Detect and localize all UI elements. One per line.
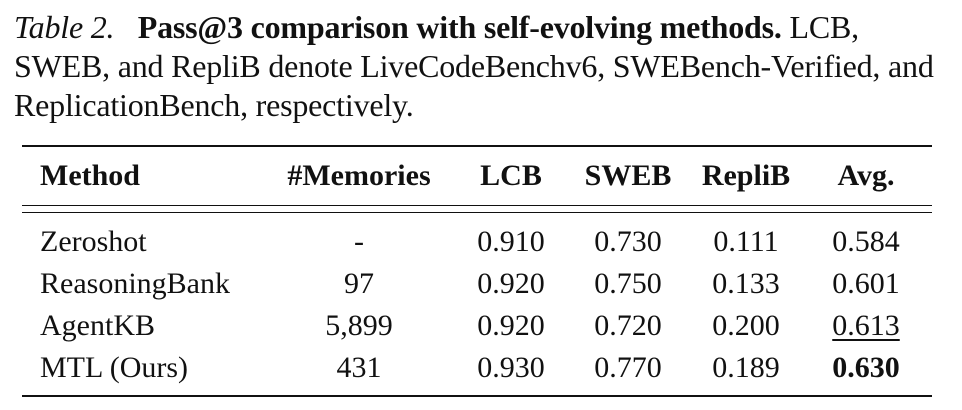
cell-replib: 0.111 — [713, 225, 779, 258]
cell-sweb: 0.730 — [594, 225, 662, 258]
cell-replib: 0.133 — [712, 267, 780, 300]
table-description: LCB, SWEB, and RepliB denote LiveCodeBen… — [14, 9, 934, 123]
results-table: Method #Memories LCB SWEB RepliB Avg. — [22, 147, 932, 205]
cell-memories: 431 — [336, 351, 382, 384]
cell-lcb: 0.920 — [477, 267, 545, 300]
cell-memories: - — [354, 225, 364, 258]
header-sweb: SWEB — [584, 159, 672, 192]
cell-memories: 5,899 — [325, 309, 393, 342]
cell-replib: 0.189 — [712, 351, 780, 384]
table-row: Zeroshot - 0.910 0.730 0.111 0.584 — [22, 213, 932, 263]
results-table-container: Method #Memories LCB SWEB RepliB Avg. — [22, 145, 932, 397]
cell-lcb: 0.930 — [477, 351, 545, 384]
cell-sweb: 0.770 — [594, 351, 662, 384]
cell-lcb: 0.920 — [477, 309, 545, 342]
results-table-body: Zeroshot - 0.910 0.730 0.111 0.584 Reaso… — [22, 213, 932, 395]
header-memories: #Memories — [287, 159, 431, 192]
cell-replib: 0.200 — [712, 309, 780, 342]
cell-avg: 0.584 — [832, 225, 900, 258]
header-replib: RepliB — [701, 159, 791, 192]
table-row: ReasoningBank 97 0.920 0.750 0.133 0.601 — [22, 263, 932, 305]
header-method: Method — [40, 159, 140, 192]
header-lcb: LCB — [480, 159, 542, 192]
cell-lcb: 0.910 — [477, 225, 545, 258]
header-avg: Avg. — [837, 159, 895, 192]
cell-sweb: 0.720 — [594, 309, 662, 342]
table-row: MTL (Ours) 431 0.930 0.770 0.189 0.630 — [22, 347, 932, 395]
table-label: Table 2. — [14, 9, 115, 45]
header-double-rule — [22, 205, 932, 213]
cell-method: ReasoningBank — [40, 267, 230, 300]
cell-avg: 0.601 — [832, 267, 900, 300]
cell-memories: 97 — [344, 267, 374, 300]
top-rule — [22, 145, 932, 147]
table-row: AgentKB 5,899 0.920 0.720 0.200 0.613 — [22, 305, 932, 347]
cell-method: MTL (Ours) — [40, 351, 189, 384]
cell-avg-second-best: 0.613 — [832, 309, 900, 342]
bottom-rule — [22, 395, 932, 397]
cell-sweb: 0.750 — [594, 267, 662, 300]
cell-method: Zeroshot — [40, 225, 147, 258]
cell-method: AgentKB — [40, 309, 155, 342]
table-caption: Table 2. Pass@3 comparison with self-evo… — [14, 8, 949, 125]
table-title: Pass@3 comparison with self-evolving met… — [137, 9, 782, 45]
cell-avg-best: 0.630 — [832, 351, 900, 384]
header-row: Method #Memories LCB SWEB RepliB Avg. — [22, 147, 932, 205]
